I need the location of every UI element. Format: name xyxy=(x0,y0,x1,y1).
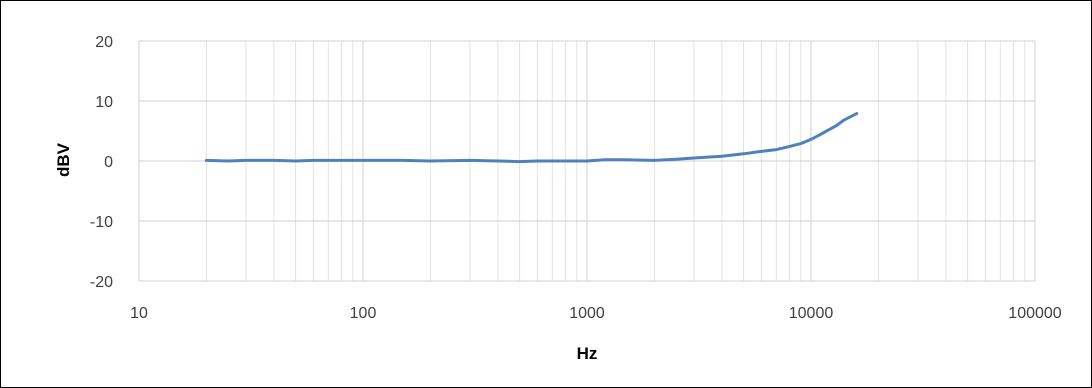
series-line xyxy=(204,112,859,164)
y-tick-labels: 20 10 0 -10 -20 xyxy=(90,34,113,291)
y-tick-label: 10 xyxy=(95,94,113,111)
x-tick-labels: 10 100 1000 10000 100000 xyxy=(130,305,1062,322)
x-tick-label: 100 xyxy=(350,305,377,322)
y-tick-label: -10 xyxy=(90,214,113,231)
y-tick-label: -20 xyxy=(90,274,113,291)
x-tick-label: 10 xyxy=(130,305,148,322)
y-tick-label: 0 xyxy=(104,154,113,171)
y-axis-title: dBV xyxy=(54,142,73,177)
x-tick-label: 10000 xyxy=(789,305,834,322)
x-tick-label: 1000 xyxy=(569,305,605,322)
series-layer xyxy=(204,112,859,164)
y-tick-label: 20 xyxy=(95,34,113,51)
x-tick-label: 100000 xyxy=(1008,305,1061,322)
x-axis-title: Hz xyxy=(577,344,598,363)
